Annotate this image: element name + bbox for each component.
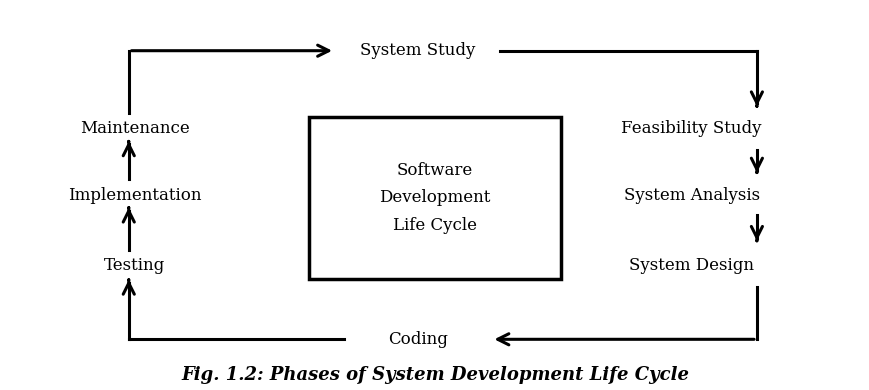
Text: Implementation: Implementation bbox=[68, 186, 202, 204]
Text: System Analysis: System Analysis bbox=[623, 186, 759, 204]
Text: Feasibility Study: Feasibility Study bbox=[620, 120, 761, 137]
Text: Maintenance: Maintenance bbox=[80, 120, 189, 137]
Text: System Design: System Design bbox=[628, 257, 753, 274]
FancyBboxPatch shape bbox=[308, 117, 561, 279]
Text: Fig. 1.2: Phases of System Development Life Cycle: Fig. 1.2: Phases of System Development L… bbox=[181, 366, 688, 384]
Text: Software
Development
Life Cycle: Software Development Life Cycle bbox=[379, 162, 490, 234]
Text: Testing: Testing bbox=[104, 257, 165, 274]
Text: Coding: Coding bbox=[388, 331, 447, 348]
Text: System Study: System Study bbox=[360, 42, 474, 59]
